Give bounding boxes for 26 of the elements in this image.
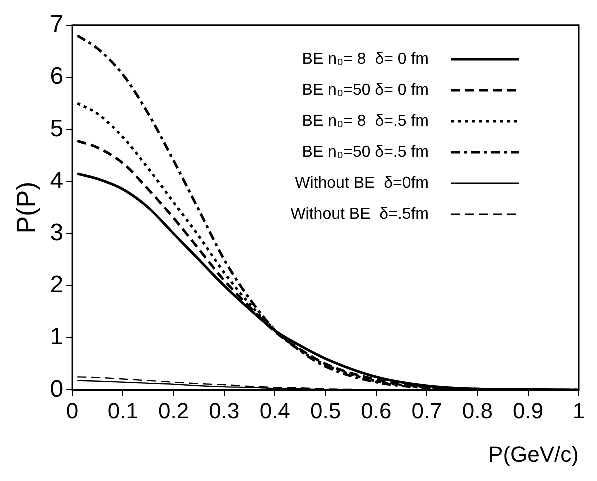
x-tick-label: 0.4: [260, 398, 290, 424]
x-axis-title: P(GeV/c): [488, 442, 579, 467]
y-tick-label: 0: [50, 376, 64, 403]
y-tick-label: 1: [50, 324, 64, 351]
legend-label: BE n₀= 8 δ=.5 fm: [302, 112, 429, 130]
x-tick-label: 1: [572, 398, 586, 424]
legend-label: Without BE δ=.5fm: [290, 206, 429, 223]
legend-label: Without BE δ=0fm: [295, 174, 429, 192]
x-tick-label: 0.6: [361, 398, 392, 424]
y-tick-label: 5: [50, 115, 64, 142]
y-tick-label: 3: [50, 219, 64, 246]
x-tick-label: 0.3: [209, 398, 240, 424]
x-tick-label: 0.5: [310, 398, 342, 424]
legend-label: BE n₀=50 δ= 0 fm: [302, 82, 429, 99]
y-axis-title: P(P): [10, 182, 41, 234]
legend-label: BE n₀=50 δ=.5 fm: [302, 144, 429, 161]
y-tick-label: 2: [50, 272, 64, 299]
y-tick-label: 7: [50, 11, 64, 38]
y-tick-label: 6: [50, 63, 64, 90]
x-tick-label: 0.2: [158, 398, 190, 424]
x-tick-label: 0.7: [412, 398, 442, 424]
y-tick-label: 4: [50, 167, 64, 194]
x-tick-label: 0.1: [108, 398, 138, 424]
x-tick-label: 0.8: [462, 398, 494, 424]
legend-label: BE n₀= 8 δ= 0 fm: [302, 50, 429, 68]
x-tick-label: 0.9: [513, 398, 544, 424]
